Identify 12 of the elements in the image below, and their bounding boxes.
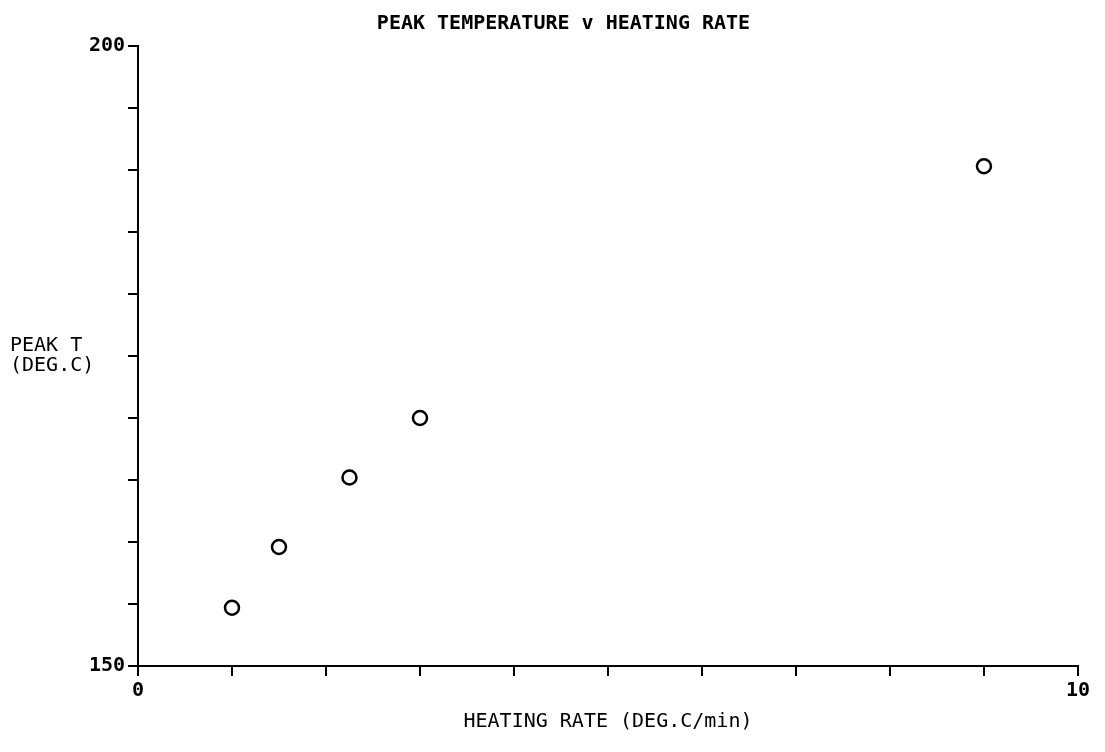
y-tick-label: 150 — [88, 652, 125, 677]
point — [223, 599, 241, 616]
y-axis-title: PEAK T (DEG.C) — [10, 332, 95, 377]
x-tick-label: 10 — [1065, 677, 1091, 702]
point — [411, 409, 429, 427]
y-tick-label: 200 — [88, 32, 125, 57]
point — [975, 158, 993, 175]
point — [341, 469, 358, 486]
x-axis-title: HEATING RATE (DEG.C/min) — [463, 708, 753, 733]
chart-title: PEAK TEMPERATURE v HEATING RATE — [376, 10, 751, 35]
x-tick-label: 0 — [131, 677, 145, 702]
point — [270, 538, 288, 556]
